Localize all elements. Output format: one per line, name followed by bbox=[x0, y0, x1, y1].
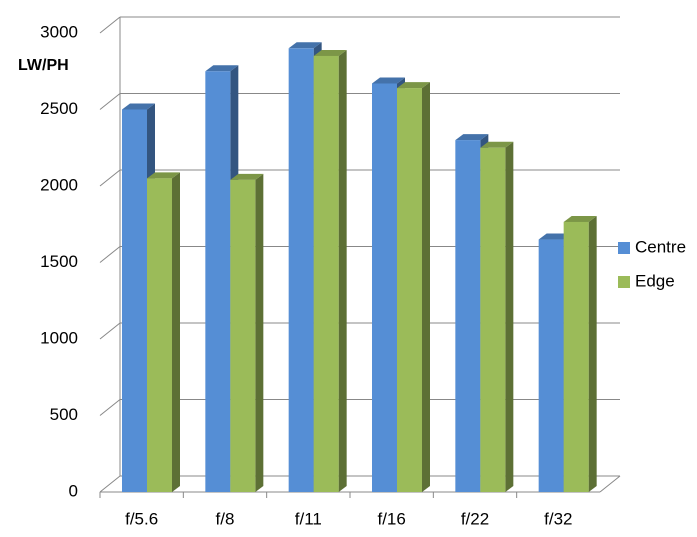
legend-swatch bbox=[618, 276, 630, 288]
legend-label: Centre bbox=[635, 237, 686, 256]
bar-side bbox=[588, 215, 597, 492]
bar bbox=[313, 55, 339, 492]
bar-top bbox=[205, 65, 239, 72]
x-tick-label: f/16 bbox=[377, 509, 405, 528]
y-tick-label: 500 bbox=[50, 405, 78, 424]
bar bbox=[230, 179, 256, 492]
x-tick-label: f/32 bbox=[544, 509, 572, 528]
bar bbox=[372, 83, 397, 493]
y-tick-label: 2500 bbox=[40, 99, 78, 118]
bar-top bbox=[288, 42, 322, 49]
grid-line bbox=[99, 16, 121, 34]
bar-top bbox=[372, 77, 405, 84]
bar-top bbox=[122, 103, 155, 110]
bar-side bbox=[172, 172, 180, 492]
bar-top bbox=[397, 82, 430, 89]
bar bbox=[397, 88, 422, 492]
bar bbox=[205, 71, 231, 492]
x-tick-label: f/5.6 bbox=[125, 509, 158, 528]
x-tick-label: f/22 bbox=[461, 509, 489, 528]
legend-swatch bbox=[618, 242, 630, 254]
grid-line bbox=[99, 399, 121, 416]
grid-line bbox=[99, 322, 121, 340]
y-tick-label: 1000 bbox=[40, 328, 78, 347]
y-tick-label: 0 bbox=[69, 481, 78, 500]
grid-line bbox=[99, 246, 121, 263]
y-tick-label: 3000 bbox=[40, 22, 78, 41]
bar bbox=[563, 221, 589, 492]
bar-top bbox=[230, 173, 264, 180]
bar bbox=[455, 140, 481, 492]
bar bbox=[288, 48, 314, 493]
grid-line bbox=[99, 475, 121, 493]
bar bbox=[538, 239, 564, 492]
x-tick-label: f/8 bbox=[216, 509, 235, 528]
bar-top bbox=[480, 141, 514, 148]
y-tick-label: 2000 bbox=[40, 175, 78, 194]
bar bbox=[147, 178, 172, 492]
grid-line bbox=[99, 93, 121, 110]
grid-line bbox=[99, 169, 121, 187]
y-tick-label: 1500 bbox=[40, 252, 78, 271]
legend-label: Edge bbox=[635, 271, 675, 290]
x-tick-label: f/11 bbox=[295, 509, 322, 528]
bar-side bbox=[255, 173, 264, 492]
floor-edge bbox=[599, 475, 621, 493]
y-axis-label: LW/PH bbox=[18, 57, 69, 74]
bar bbox=[122, 109, 147, 492]
bar-top bbox=[563, 215, 597, 222]
bar-top bbox=[313, 49, 347, 56]
bar-side bbox=[505, 141, 514, 492]
bar-top bbox=[455, 134, 489, 141]
bar bbox=[480, 147, 506, 492]
bar-top bbox=[538, 233, 572, 240]
bar-side bbox=[422, 82, 430, 492]
bar-top bbox=[147, 172, 180, 179]
bar-side bbox=[338, 49, 347, 492]
